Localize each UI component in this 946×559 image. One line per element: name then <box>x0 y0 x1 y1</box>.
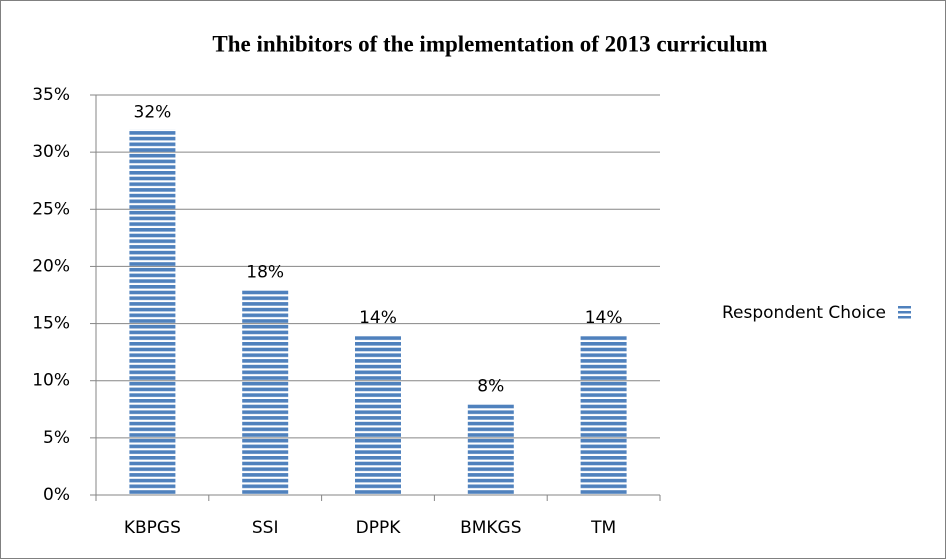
bar <box>355 335 401 495</box>
x-tick-label: DPPK <box>356 518 402 538</box>
data-label: 14% <box>585 308 623 328</box>
y-tick-label: 0% <box>43 485 70 505</box>
data-label: 14% <box>359 308 397 328</box>
x-tick-label: BMKGS <box>460 518 521 538</box>
bar <box>242 289 289 495</box>
data-label: 18% <box>246 262 284 282</box>
y-tick-label: 5% <box>43 428 70 448</box>
legend-label: Respondent Choice <box>722 303 886 323</box>
y-tick-label: 25% <box>32 199 70 219</box>
y-tick-label: 30% <box>32 142 70 162</box>
legend-marker <box>898 316 911 319</box>
x-tick-label: KBPGS <box>124 518 181 538</box>
chart-title: The inhibitors of the implementation of … <box>212 31 767 56</box>
y-tick-label: 35% <box>32 85 70 105</box>
bar <box>580 335 627 495</box>
x-tick-label: SSI <box>252 518 279 538</box>
bar <box>467 403 514 495</box>
y-tick-label: 10% <box>32 371 70 391</box>
data-label: 8% <box>477 377 504 397</box>
y-tick-label: 20% <box>32 256 70 276</box>
y-tick-label: 15% <box>32 314 70 334</box>
legend-marker <box>898 306 911 309</box>
legend-marker <box>898 311 911 314</box>
data-label: 32% <box>134 102 172 122</box>
x-tick-label: TM <box>590 518 616 538</box>
bar <box>129 129 176 496</box>
